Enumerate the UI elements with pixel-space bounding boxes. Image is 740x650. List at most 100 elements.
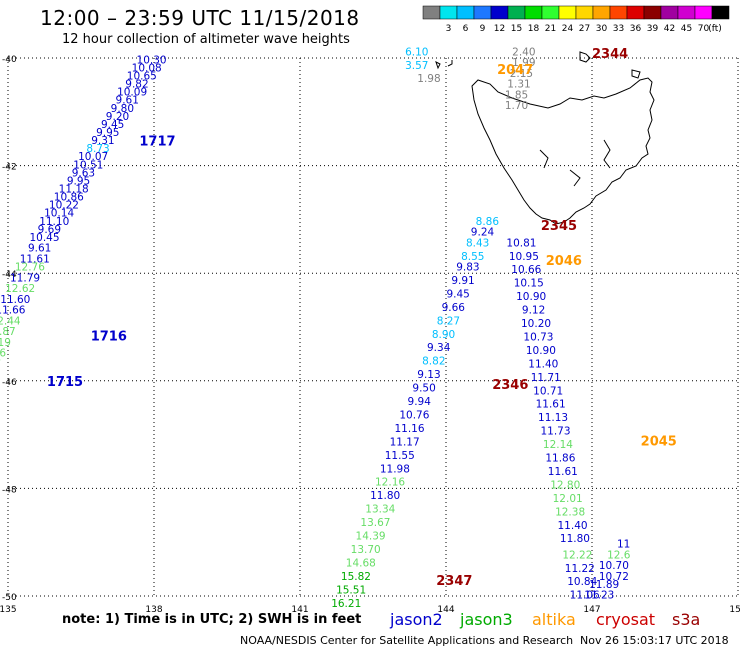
tasmania-coast <box>447 60 655 225</box>
swh-value: 11.61 <box>548 466 578 478</box>
swh-value: 9.69 <box>38 224 61 236</box>
swh-value: 10.45 <box>29 232 59 244</box>
legend-tick-label: 70 <box>698 24 710 34</box>
legend-swatch <box>626 5 645 20</box>
map-title: 12:00 – 23:59 UTC 11/15/2018 <box>40 6 360 30</box>
swh-value: 11.71 <box>531 372 561 384</box>
swh-value: 9.95 <box>96 127 119 139</box>
swh-value: 10.14 <box>44 208 74 220</box>
mission-label-cryosat: cryosat <box>596 610 656 629</box>
generation-timestamp: Nov 26 15:03:17 UTC 2018 <box>580 634 729 647</box>
swh-value: 9.63 <box>72 167 95 179</box>
swh-value: 10.66 <box>511 264 541 276</box>
lon-tick-label: 150 <box>729 605 740 615</box>
swh-value: 10.95 <box>509 251 539 263</box>
legend-tick-label: 30 <box>596 24 608 34</box>
lat-tick-label: -44 <box>2 270 17 280</box>
swh-value: 10.70 <box>599 560 629 572</box>
swh-value: 10.71 <box>533 385 563 397</box>
map-subtitle: 12 hour collection of altimeter wave hei… <box>62 32 350 47</box>
swh-value: 12.80 <box>550 479 580 491</box>
swh-value: 11.40 <box>528 358 558 370</box>
swh-value: 11.40 <box>558 520 588 532</box>
lat-lon-grid: -40 -42 -44 -46 -48 -50 135 138 141 144 147 150 <box>0 55 740 615</box>
swh-value: 10.20 <box>521 318 551 330</box>
swh-value: 10.81 <box>506 237 536 249</box>
swh-value: 11.18 <box>59 184 89 196</box>
swh-value: 11.17 <box>390 436 420 448</box>
swh-value: 8.82 <box>422 356 445 368</box>
swh-value: 9.66 <box>442 302 466 314</box>
swh-value: 12.87 <box>0 326 16 338</box>
swh-value: 8.27 <box>437 315 460 327</box>
lon-tick-label: 141 <box>291 605 308 615</box>
swh-value: 8.55 <box>461 251 484 263</box>
swh-value: 11.61 <box>536 399 566 411</box>
swh-value: 11.79 <box>10 272 40 284</box>
legend-swatch <box>575 5 594 20</box>
legend-tick-label: 9 <box>480 24 486 34</box>
swh-value: 11.80 <box>560 533 590 545</box>
swh-value: 10.76 <box>399 409 429 421</box>
legend-swatch <box>558 5 577 20</box>
swh-value: 11.13 <box>538 412 568 424</box>
swh-value: 12.22 <box>562 549 592 561</box>
mission-label-jason2: jason2 <box>390 610 443 629</box>
lat-tick-label: -50 <box>2 593 17 603</box>
pass-time-label: 1715 <box>47 375 83 390</box>
swh-value: 14.39 <box>356 531 386 543</box>
legend-swatch <box>439 5 458 20</box>
mission-label-jason3: jason3 <box>460 610 513 629</box>
swh-value: 11.16 <box>394 423 424 435</box>
swh-value: 1.85 <box>505 89 528 101</box>
swh-value: 13.70 <box>351 544 381 556</box>
swh-value: 10.08 <box>132 62 162 74</box>
credit-line: NOAA/NESDIS Center for Satellite Applica… <box>240 634 574 647</box>
legend-tick-label: 36 <box>630 24 642 34</box>
swh-value: 12.76 <box>15 262 45 274</box>
swh-value: 13.67 <box>360 517 390 529</box>
swh-value: 10.90 <box>516 291 546 303</box>
swh-value: 11.06 <box>570 590 600 602</box>
mission-label-s3a: s3a <box>672 610 701 629</box>
swh-value: 9.95 <box>67 175 90 187</box>
islands-north <box>435 51 641 79</box>
swh-value: 2.40 <box>512 46 535 58</box>
swh-value: 12.01 <box>553 493 583 505</box>
swh-value: 11.55 <box>385 450 415 462</box>
swh-value: 11.73 <box>540 426 570 438</box>
swh-value: 2.15 <box>510 68 533 80</box>
swh-value: 12.62 <box>5 283 35 295</box>
swh-value: 12.46 <box>0 348 6 360</box>
mission-label-altika: altika <box>532 610 576 629</box>
tasmania-inlet <box>539 139 611 187</box>
swh-value: 9.80 <box>111 103 134 115</box>
swh-value: 1.70 <box>505 100 528 112</box>
lat-tick-label: -48 <box>2 485 17 495</box>
swh-value: 9.61 <box>28 243 51 255</box>
swh-value: 11.66 <box>0 305 26 317</box>
legend-swatch <box>422 5 441 20</box>
swh-value: 9.94 <box>408 396 432 408</box>
swh-value: 10.90 <box>526 345 556 357</box>
swh-value: 11.80 <box>370 490 400 502</box>
pass-time-label: 1716 <box>91 329 127 344</box>
lon-tick-label: 135 <box>0 605 17 615</box>
legend-tick-label: 12 <box>494 24 505 34</box>
wave-height-observations: 10.3010.0810.659.8210.099.619.809.209.45… <box>0 46 631 609</box>
swh-value: 12.44 <box>0 315 21 327</box>
swh-value: 13.34 <box>365 504 395 516</box>
legend-swatch <box>660 5 679 20</box>
legend-tick-label: 3 <box>446 24 452 34</box>
swh-value: 10.65 <box>127 71 157 83</box>
legend-swatch <box>643 5 662 20</box>
legend-swatch <box>694 5 713 20</box>
swh-value: 9.50 <box>412 383 435 395</box>
swh-value: 12.6 <box>607 549 631 561</box>
lat-tick-label: -40 <box>2 55 17 65</box>
swh-value: 6.10 <box>405 46 428 58</box>
legend-tick-label: 6 <box>463 24 469 34</box>
pass-time-label: 2345 <box>541 219 577 234</box>
swh-value: 10.30 <box>137 54 167 66</box>
